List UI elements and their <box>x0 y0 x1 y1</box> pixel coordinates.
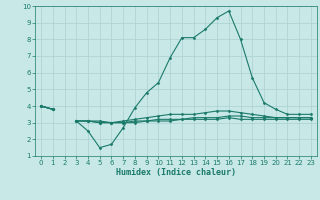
X-axis label: Humidex (Indice chaleur): Humidex (Indice chaleur) <box>116 168 236 177</box>
